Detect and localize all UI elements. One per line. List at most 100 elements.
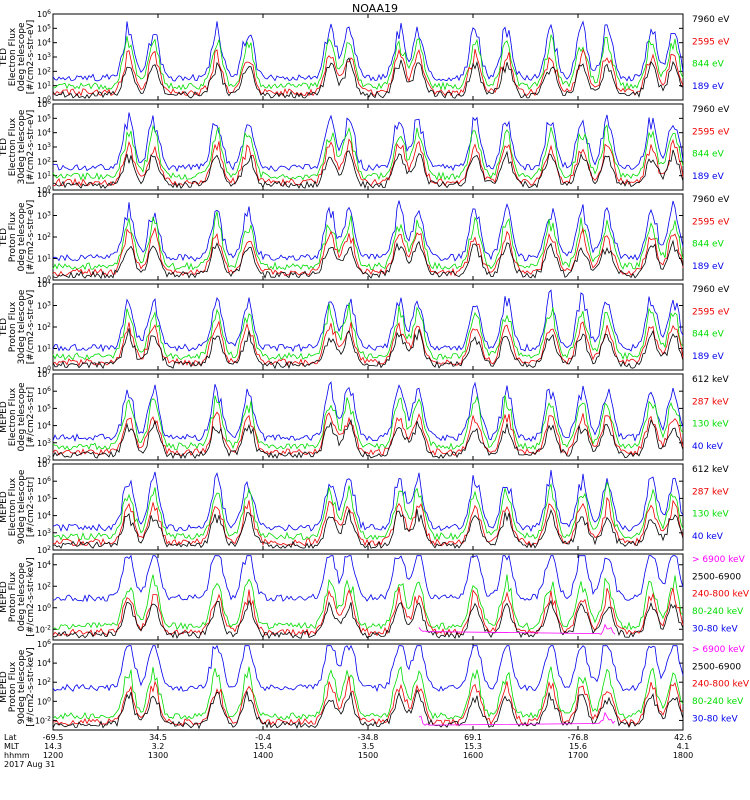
y-tick-label: 104 [37, 189, 51, 199]
footer-hhmm-label: 1300 [148, 751, 168, 760]
series-844-ev-trace [52, 211, 684, 271]
y-axis-label: MEPEDProton Flux90deg telescope[#/cm2-s-… [0, 647, 36, 726]
footer-lat-label: 34.5 [149, 733, 167, 742]
y-tick-label: 100 [37, 696, 51, 706]
footer-mlt-label: 15.4 [254, 742, 272, 751]
footer-mlt-label: 3.2 [152, 742, 165, 751]
legend-entry: 287 keV [692, 487, 729, 497]
footer-mlt-label: 15.3 [464, 742, 482, 751]
footer-hhmm-label: 1600 [463, 751, 483, 760]
y-tick-label: 101 [37, 81, 51, 91]
y-axis-label: TEDElectron Flux30deg telescope[#/cm2-s-… [0, 109, 36, 184]
y-tick-label: 103 [37, 52, 51, 62]
series-240-800-kev-trace [52, 586, 684, 637]
y-tick-label: 106 [37, 386, 51, 396]
series-287-kev-trace [52, 496, 684, 547]
y-tick-label: 10-2 [35, 624, 51, 634]
legend-entry: 612 keV [692, 465, 729, 475]
legend-entry: > 6900 keV [692, 555, 746, 565]
legend-entry: 7960 eV [692, 195, 730, 205]
series--6900-kev-trace [418, 711, 616, 726]
footer-mlt-label: 15.6 [569, 742, 587, 751]
y-tick-label: 10-2 [35, 715, 51, 725]
footer-lat-label: -34.8 [358, 733, 379, 742]
footer-hhmm-label: 1800 [673, 751, 693, 760]
legend-entry: 844 eV [692, 240, 725, 250]
y-tick-label: 105 [37, 403, 51, 413]
legend-entry: 130 keV [692, 510, 729, 520]
y-tick-label: 106 [37, 639, 51, 649]
series-7960-ev-trace [52, 57, 684, 99]
series-287-kev-trace [52, 411, 684, 457]
footer-row-label: hhmm [4, 751, 30, 760]
panel-frame [52, 643, 684, 731]
y-axis-label: MEPEDElectron Flux90deg telescope[#/cm2-… [0, 469, 36, 544]
panel-frame [52, 13, 684, 101]
panel-frame [52, 373, 684, 461]
y-tick-label: 101 [37, 254, 51, 264]
legend-entry: 287 keV [692, 397, 729, 407]
legend-entry: > 6900 keV [692, 645, 746, 655]
series-7960-ev-trace [52, 149, 684, 189]
y-tick-label: 105 [37, 493, 51, 503]
legend-entry: 80-240 keV [692, 697, 744, 707]
y-tick-label: 102 [37, 156, 51, 166]
legend-entry: 240-800 keV [692, 680, 750, 690]
footer-mlt-label: 3.5 [362, 742, 375, 751]
series-130-kev-trace [52, 481, 684, 541]
series-844-ev-trace [52, 33, 684, 91]
y-tick-label: 100 [37, 185, 51, 195]
y-tick-label: 104 [37, 511, 51, 521]
series-2595-ev-trace [52, 48, 684, 97]
legend-entry: 189 eV [692, 262, 725, 272]
legend-entry: 130 keV [692, 420, 729, 430]
y-tick-label: 102 [37, 581, 51, 591]
y-tick-label: 106 [37, 99, 51, 109]
y-tick-label: 106 [37, 9, 51, 19]
footer-row-label: MLT [4, 742, 19, 751]
legend-entry: 2595 eV [692, 37, 730, 47]
y-tick-label: 103 [37, 438, 51, 448]
y-tick-label: 106 [37, 476, 51, 486]
series-240-800-kev-trace [52, 676, 684, 727]
legend-entry: 2595 eV [692, 217, 730, 227]
series-80-240-kev-trace [52, 574, 684, 631]
legend-entry: 240-800 keV [692, 590, 750, 600]
legend-entry: 80-240 keV [692, 607, 744, 617]
panel-frame [52, 103, 684, 191]
series-40-kev-trace [52, 381, 684, 443]
legend-entry: 844 eV [692, 60, 725, 70]
footer-lat-label: -76.8 [568, 733, 589, 742]
footer-row-label: Lat [4, 733, 17, 742]
y-tick-label: 100 [37, 603, 51, 613]
legend-entry: 2500-6900 [692, 662, 741, 672]
series-2595-ev-trace [52, 320, 684, 367]
series-30-80-kev-trace [52, 644, 684, 693]
panel-frame [52, 553, 684, 641]
y-tick-label: 101 [37, 171, 51, 181]
y-tick-label: 102 [37, 545, 51, 555]
legend-entry: 189 eV [692, 82, 725, 92]
y-tick-label: 105 [37, 23, 51, 33]
y-tick-label: 102 [37, 455, 51, 465]
y-tick-label: 102 [37, 677, 51, 687]
date-label: 2017 Aug 31 [4, 760, 55, 769]
series-7960-ev-trace [52, 239, 684, 280]
series-30-80-kev-trace [52, 554, 684, 603]
y-tick-label: 102 [37, 232, 51, 242]
series-612-kev-trace [52, 508, 684, 549]
footer-lat-label: -0.4 [255, 733, 271, 742]
legend-entry: 40 keV [692, 442, 724, 452]
footer-hhmm-label: 1500 [358, 751, 378, 760]
series--6900-kev-trace [418, 623, 616, 635]
legend-entry: 7960 eV [692, 15, 730, 25]
y-tick-label: 103 [37, 301, 51, 311]
footer-lat-label: 69.1 [464, 733, 482, 742]
series-2595-ev-trace [52, 226, 684, 277]
